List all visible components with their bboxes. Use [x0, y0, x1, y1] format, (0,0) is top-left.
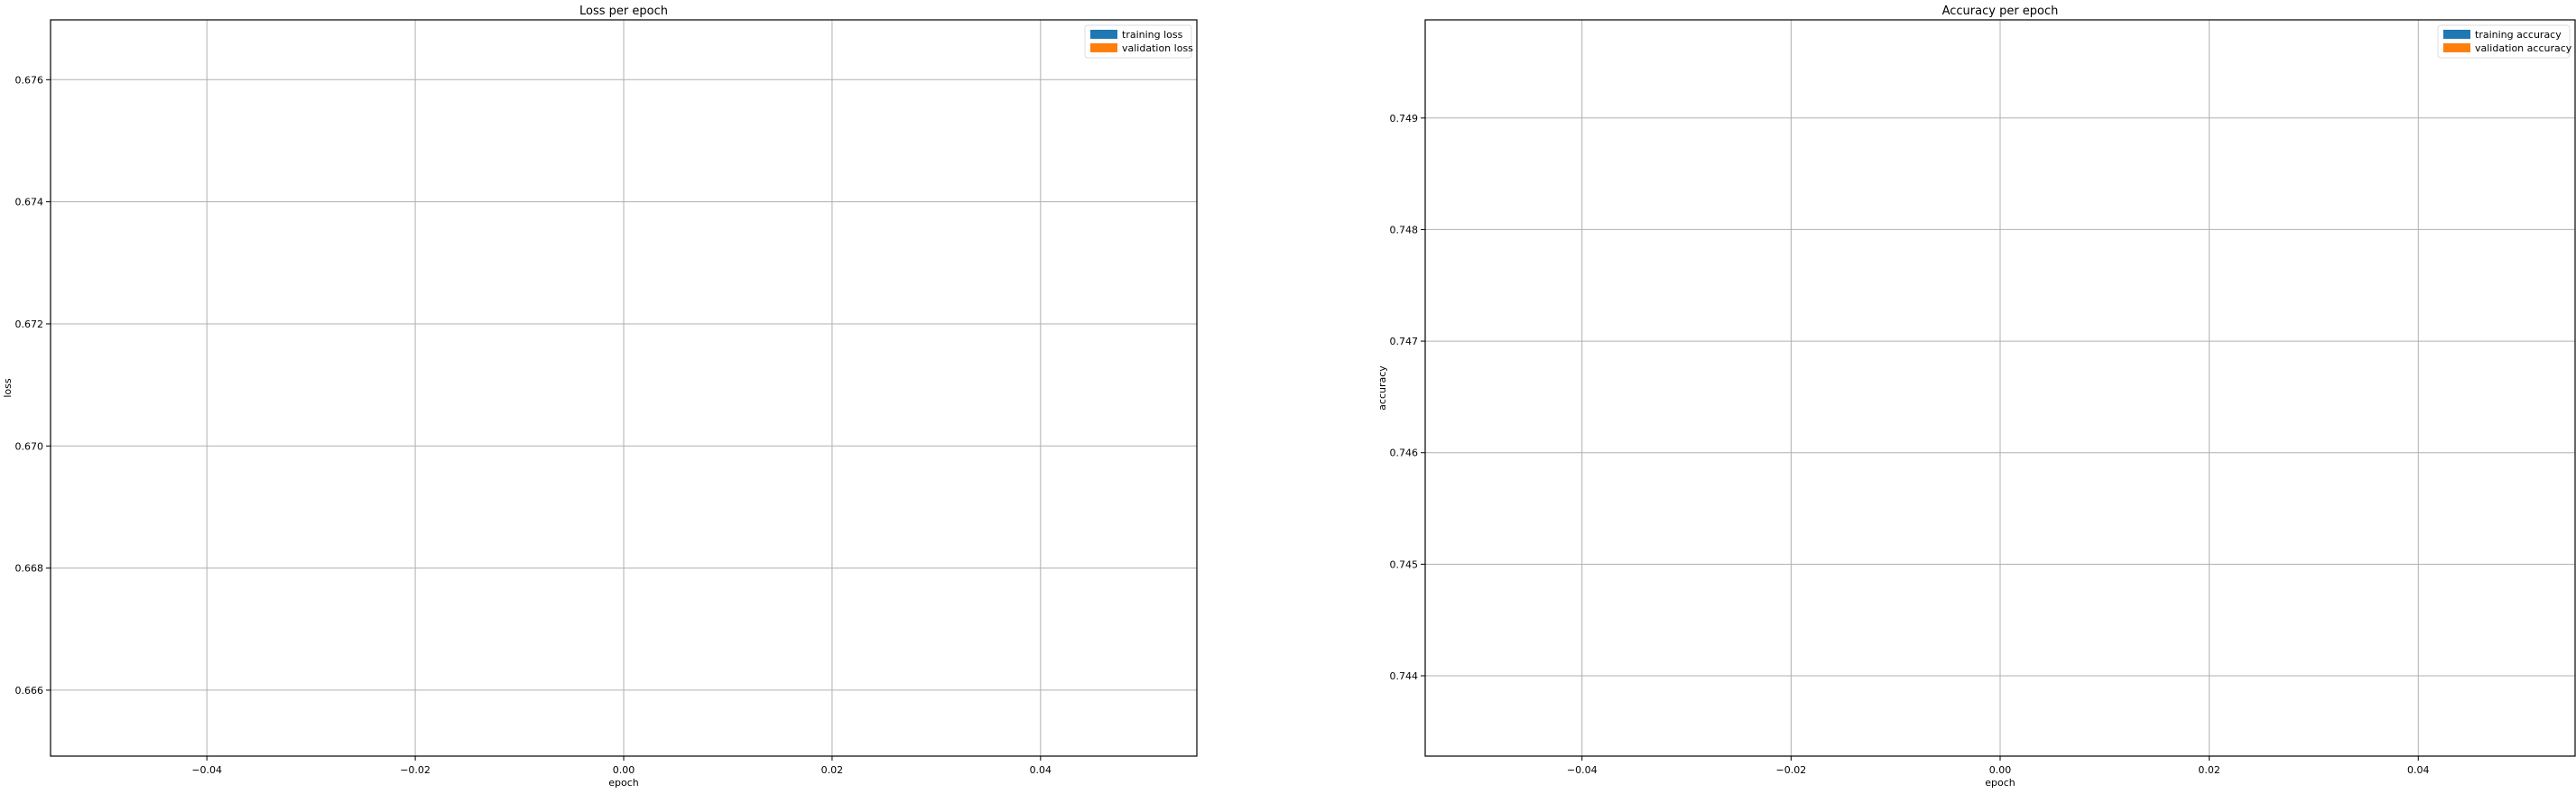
- loss-x-axis-label: epoch: [608, 777, 639, 789]
- loss-y-tick-label: 0.666: [15, 685, 44, 697]
- accuracy-y-tick-label: 0.746: [1390, 448, 1419, 459]
- loss-x-tick-label: 0.02: [821, 764, 844, 776]
- accuracy-legend-box: [2437, 24, 2571, 59]
- accuracy-y-tick-label: 0.745: [1390, 559, 1419, 570]
- loss-x-tick-label: 0.00: [613, 764, 635, 776]
- loss-y-tick-label: 0.670: [15, 440, 44, 452]
- loss-chart-title: Loss per epoch: [579, 5, 668, 18]
- accuracy-y-tick-label: 0.748: [1390, 224, 1419, 235]
- accuracy-y-tick-label: 0.747: [1390, 336, 1419, 347]
- loss-x-tick-label: −0.02: [400, 764, 431, 776]
- accuracy-axes-frame: [1424, 19, 2576, 757]
- loss-y-tick-label: 0.668: [15, 563, 44, 575]
- loss-legend-label-0: training loss: [1122, 29, 1183, 41]
- accuracy-x-tick-label: 0.02: [2198, 764, 2220, 776]
- loss-y-tick-label: 0.672: [15, 319, 44, 330]
- accuracy-legend-swatch-0: [2443, 30, 2470, 39]
- loss-legend-swatch-0: [1090, 30, 1117, 39]
- loss-legend-label-1: validation loss: [1122, 42, 1193, 54]
- accuracy-x-axis-label: epoch: [1985, 777, 2015, 789]
- accuracy-x-tick-label: −0.04: [1567, 764, 1598, 776]
- loss-legend-swatch-1: [1090, 43, 1117, 52]
- accuracy-legend-label-0: training accuracy: [2475, 29, 2562, 41]
- accuracy-chart-title: Accuracy per epoch: [1942, 5, 2059, 18]
- loss-x-tick-label: −0.04: [191, 764, 222, 776]
- accuracy-x-tick-label: 0.00: [1989, 764, 2012, 776]
- accuracy-legend-label-1: validation accuracy: [2475, 42, 2572, 54]
- loss-chart: −0.04 −0.02 0.00 0.02 0.04 0.666 0.668 0.670 0.6…: [2, 5, 1198, 789]
- accuracy-x-tick-label: −0.02: [1776, 764, 1807, 776]
- loss-y-axis-label: loss: [2, 378, 14, 398]
- accuracy-y-tick-label: 0.749: [1390, 113, 1419, 125]
- loss-axes-frame: [50, 19, 1198, 757]
- accuracy-chart: −0.04 −0.02 0.00 0.02 0.04 0.744 0.745 0.746 0.7…: [1376, 5, 2576, 789]
- loss-x-tick-label: 0.04: [1030, 764, 1052, 776]
- accuracy-y-tick-label: 0.744: [1390, 670, 1419, 682]
- loss-y-tick-label: 0.674: [15, 197, 44, 208]
- accuracy-y-axis-label: accuracy: [1376, 365, 1388, 411]
- accuracy-legend-swatch-1: [2443, 43, 2470, 52]
- accuracy-x-tick-label: 0.04: [2407, 764, 2430, 776]
- loss-y-tick-label: 0.676: [15, 74, 44, 86]
